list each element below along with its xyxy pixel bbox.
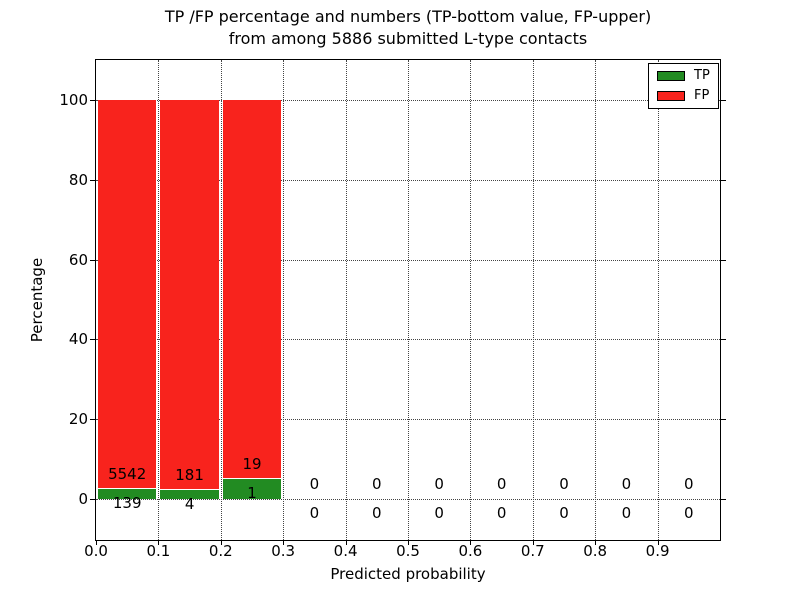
x-gridline <box>595 60 597 540</box>
chart-title-line2: from among 5886 submitted L-type contact… <box>228 29 588 48</box>
x-tick-label: 0.8 <box>583 542 608 560</box>
x-tick-label: 0.6 <box>458 542 483 560</box>
tp-count-label: 0 <box>559 503 569 522</box>
tp-swatch-icon <box>657 71 685 81</box>
x-tick <box>470 540 472 545</box>
x-gridline <box>220 60 222 540</box>
x-gridline <box>532 60 534 540</box>
x-tick <box>408 540 409 545</box>
x-tick-label: 0.3 <box>271 542 296 560</box>
x-gridline <box>470 60 472 540</box>
y-tick <box>720 179 726 181</box>
y-tick <box>90 179 96 181</box>
y-tick-label: 40 <box>68 330 88 349</box>
x-tick-label: 0.9 <box>645 542 670 560</box>
y-tick <box>90 259 96 261</box>
x-tick <box>96 540 97 545</box>
x-tick <box>158 540 160 545</box>
y-tick-label: 0 <box>78 489 88 508</box>
legend: TP FP <box>648 63 719 109</box>
y-tick <box>90 339 96 341</box>
y-tick-label: 60 <box>68 250 88 269</box>
y-tick <box>90 99 96 101</box>
y-tick-label: 100 <box>59 90 88 109</box>
legend-label-fp: FP <box>694 88 710 103</box>
bar-tp-segment <box>160 490 219 499</box>
tp-count-label: 0 <box>684 503 694 522</box>
y-tick-label: 80 <box>68 170 88 189</box>
fp-count-label: 5542 <box>108 465 147 484</box>
y-tick <box>90 419 96 421</box>
fp-count-label: 181 <box>175 466 204 485</box>
x-tick-label: 0.4 <box>333 542 358 560</box>
fp-count-label: 0 <box>621 474 632 493</box>
fp-count-label: 0 <box>559 474 569 493</box>
tp-count-label: 1 <box>247 483 257 502</box>
bar-tp-segment <box>222 478 282 499</box>
x-tick <box>595 540 597 545</box>
tp-count-label: 0 <box>309 503 320 522</box>
fp-count-label: 0 <box>684 474 694 493</box>
y-tick <box>720 419 726 421</box>
bar-fp-segment <box>98 99 157 489</box>
tp-count-label: 0 <box>372 503 382 522</box>
fp-count-label: 0 <box>496 474 507 493</box>
x-tick-label: 0.7 <box>520 542 545 560</box>
x-tick-label: 0.2 <box>208 542 233 560</box>
x-tick <box>657 540 659 545</box>
fp-count-label: 0 <box>372 474 382 493</box>
x-gridline <box>657 60 659 540</box>
x-tick-label: 0.0 <box>84 542 108 560</box>
chart-title-line1: TP /FP percentage and numbers (TP-bottom… <box>164 7 652 26</box>
y-tick <box>720 498 726 500</box>
y-tick-label: 20 <box>68 410 88 429</box>
x-tick <box>345 540 347 545</box>
tp-count-label: 0 <box>621 503 632 522</box>
x-tick-label: 0.1 <box>146 542 171 560</box>
legend-row-fp: FP <box>657 89 710 103</box>
x-tick <box>532 540 534 545</box>
y-tick <box>720 259 726 261</box>
x-tick <box>283 540 285 545</box>
bar-fp-segment <box>222 99 282 478</box>
bar-tp-segment <box>98 489 157 499</box>
plot-area: 0 20 40 60 80 100 0.0 0.1 0.2 0.3 0.4 0.5 0.6 0.7 0.8 0… <box>59 59 726 560</box>
legend-row-tp: TP <box>657 69 710 83</box>
x-tick-label: 0.5 <box>396 542 420 560</box>
tp-count-label: 139 <box>112 494 142 513</box>
bar-fp-segment <box>160 99 219 490</box>
x-tick <box>220 540 222 545</box>
x-gridline <box>283 60 285 540</box>
fp-swatch-icon <box>657 91 685 101</box>
x-gridline <box>158 60 160 540</box>
fp-count-label: 0 <box>434 474 444 493</box>
x-axis-label: Predicted probability <box>330 565 486 583</box>
y-tick <box>720 339 726 341</box>
fp-count-label: 0 <box>309 474 320 493</box>
tp-count-label: 0 <box>434 503 444 522</box>
x-gridline <box>408 60 409 540</box>
y-tick <box>720 99 726 101</box>
tp-count-label: 0 <box>496 503 507 522</box>
tp-count-label: 4 <box>184 495 195 514</box>
x-gridline <box>345 60 347 540</box>
legend-label-tp: TP <box>694 68 710 83</box>
y-tick <box>90 498 96 500</box>
chart-title: TP /FP percentage and numbers (TP-bottom… <box>96 6 720 50</box>
y-axis-label: Percentage <box>28 257 46 343</box>
fp-count-label: 19 <box>242 454 262 473</box>
